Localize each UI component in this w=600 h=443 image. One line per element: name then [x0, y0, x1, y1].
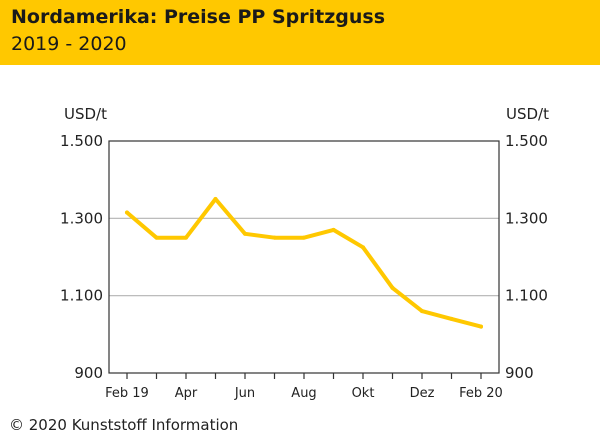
y-tick-label-left: 1.500: [60, 132, 103, 150]
chart-area: USD/t USD/t 900 900 1.100 1.100 1.300 1.300 1.…: [0, 65, 600, 415]
y-tick-label-right: 1.500: [505, 132, 548, 150]
y-axis-label-left: USD/t: [64, 105, 107, 123]
data-point: [420, 309, 424, 314]
y-axis-label-right: USD/t: [506, 105, 549, 123]
data-point: [390, 285, 395, 290]
x-tick-label: Feb 20: [459, 386, 503, 401]
y-tick-label-left: 1.300: [60, 209, 103, 227]
data-point: [272, 235, 277, 240]
data-point: [213, 197, 218, 201]
copyright-text: © 2020 Kunststoff Information: [9, 416, 239, 434]
y-tick-label-right: 900: [505, 364, 534, 382]
x-tick-label: Aug: [291, 386, 316, 401]
y-tick-label-right: 1.300: [505, 209, 548, 227]
x-tick-label: Feb 19: [105, 386, 149, 401]
x-tick-label: Apr: [175, 386, 198, 401]
data-point: [479, 324, 483, 329]
y-tick-label-right: 1.100: [505, 287, 548, 305]
y-tick-label-left: 1.100: [60, 287, 103, 305]
data-point: [125, 210, 129, 215]
data-point: [331, 227, 336, 232]
chart-title: Nordamerika: Preise PP Spritzguss: [11, 6, 386, 28]
x-tick-label: Okt: [352, 386, 375, 401]
data-point: [184, 235, 188, 240]
data-point: [243, 231, 247, 236]
data-point: [449, 316, 454, 321]
data-point: [302, 235, 306, 240]
y-tick-label-left: 900: [74, 364, 103, 382]
plot-frame: [108, 140, 500, 374]
data-point: [361, 245, 365, 250]
x-tick-label: Dez: [410, 386, 435, 401]
data-point: [154, 235, 159, 240]
chart-header: Nordamerika: Preise PP Spritzguss 2019 -…: [0, 0, 600, 65]
x-tick-label: Jun: [234, 386, 255, 401]
chart-subtitle: 2019 - 2020: [11, 33, 127, 55]
line-chart: USD/t USD/t 900 900 1.100 1.100 1.300 1.300 1.…: [60, 105, 549, 401]
